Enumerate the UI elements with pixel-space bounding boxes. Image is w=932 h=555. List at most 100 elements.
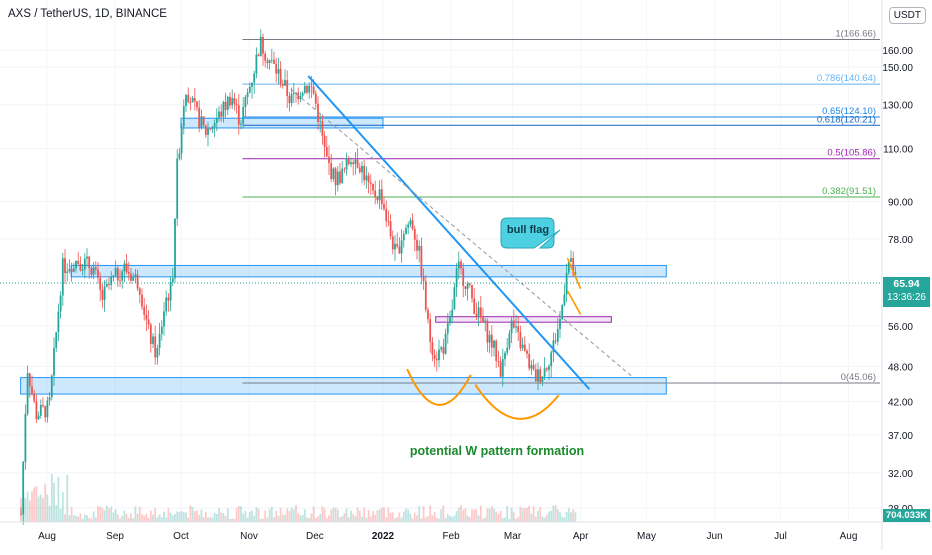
volume-bar xyxy=(310,513,313,522)
candle-body xyxy=(264,53,267,61)
candle-body xyxy=(378,189,381,201)
candle-body xyxy=(574,272,577,275)
support-resistance-zone xyxy=(70,264,667,278)
candle-body xyxy=(446,323,449,334)
y-tick-label: 90.00 xyxy=(888,197,913,208)
candle-body xyxy=(112,275,115,278)
volume-bar xyxy=(369,516,372,522)
volume-bar xyxy=(517,516,520,522)
candle-body xyxy=(136,274,139,289)
candle-body xyxy=(174,218,176,279)
candle-body xyxy=(105,284,108,287)
candle-body xyxy=(427,309,429,320)
volume-bar xyxy=(83,514,86,522)
candle-body xyxy=(506,347,509,353)
volume-bar xyxy=(86,515,88,522)
support-resistance-zone xyxy=(180,117,384,129)
currency-badge[interactable]: USDT xyxy=(888,7,926,24)
candle-body xyxy=(554,340,557,342)
volume-bar xyxy=(367,510,370,522)
volume-bar xyxy=(48,505,51,522)
volume-bar xyxy=(471,509,473,522)
volume-bar xyxy=(57,477,60,522)
volume-bar xyxy=(246,517,249,522)
candle-body xyxy=(424,281,427,310)
candle-body xyxy=(301,93,304,96)
descending-trendline xyxy=(307,75,591,390)
candle-body xyxy=(147,319,150,325)
x-tick-label: May xyxy=(637,531,656,542)
candle-body xyxy=(196,101,198,108)
volume-bar xyxy=(70,507,73,522)
candle-body xyxy=(321,121,324,136)
volume-bar xyxy=(72,515,75,522)
volume-bar xyxy=(66,474,69,522)
volume-bar xyxy=(354,515,357,522)
volume-bar xyxy=(149,510,152,522)
candle-body xyxy=(273,59,275,64)
candle-body xyxy=(262,36,264,54)
x-tick-label: Oct xyxy=(173,531,189,542)
candle-body xyxy=(66,271,69,274)
volume-bar xyxy=(446,513,449,522)
candle-body xyxy=(317,103,319,123)
candle-body xyxy=(413,228,416,240)
candle-body xyxy=(114,268,117,276)
candle-body xyxy=(409,220,412,225)
volume-bar xyxy=(152,514,154,522)
volume-bar xyxy=(475,508,478,522)
candle-body xyxy=(361,165,363,173)
candle-body xyxy=(64,258,66,274)
volume-bar xyxy=(218,508,220,522)
w-pattern-curve xyxy=(474,383,560,420)
w-pattern-text: potential W pattern formation xyxy=(410,444,584,458)
volume-bar xyxy=(295,505,297,522)
candle-body xyxy=(418,245,421,251)
candle-body xyxy=(240,123,242,125)
volume-bar xyxy=(253,515,256,522)
candle-body xyxy=(438,349,440,361)
candle-body xyxy=(541,376,544,382)
volume-bar xyxy=(493,508,495,522)
candle-body xyxy=(204,125,207,135)
volume-bar xyxy=(389,512,392,522)
y-tick-label: 130.00 xyxy=(882,101,913,112)
volume-bar xyxy=(530,513,533,522)
candle-body xyxy=(24,413,27,462)
candle-body xyxy=(336,171,339,186)
candle-body xyxy=(383,204,385,209)
candle-body xyxy=(328,156,330,164)
candle-body xyxy=(158,333,161,349)
candle-body xyxy=(215,118,218,124)
candle-body xyxy=(275,63,278,74)
candle-body xyxy=(180,126,183,154)
volume-bar xyxy=(438,518,440,522)
candle-body xyxy=(334,168,337,186)
candle-body xyxy=(290,94,293,104)
candle-body xyxy=(28,373,31,387)
candle-body xyxy=(372,183,374,191)
volume-bar xyxy=(103,510,106,522)
candle-body xyxy=(431,341,434,355)
volume-bar xyxy=(504,517,506,522)
volume-bar xyxy=(79,513,82,522)
candle-body xyxy=(160,326,163,334)
candle-body xyxy=(433,354,436,359)
candle-body xyxy=(460,261,462,269)
volume-bar xyxy=(559,512,561,522)
candle-body xyxy=(292,92,295,95)
candle-body xyxy=(552,340,555,353)
volume-bar xyxy=(413,512,416,522)
candle-body xyxy=(561,304,564,319)
candle-body xyxy=(565,272,568,295)
volume-bar xyxy=(433,511,436,522)
volume-bar xyxy=(105,505,108,522)
volume-bar xyxy=(46,494,49,522)
volume-bar xyxy=(55,505,58,522)
volume-bar xyxy=(182,512,185,522)
volume-bar xyxy=(332,507,335,522)
candle-body xyxy=(33,393,36,402)
volume-bar xyxy=(189,505,192,522)
